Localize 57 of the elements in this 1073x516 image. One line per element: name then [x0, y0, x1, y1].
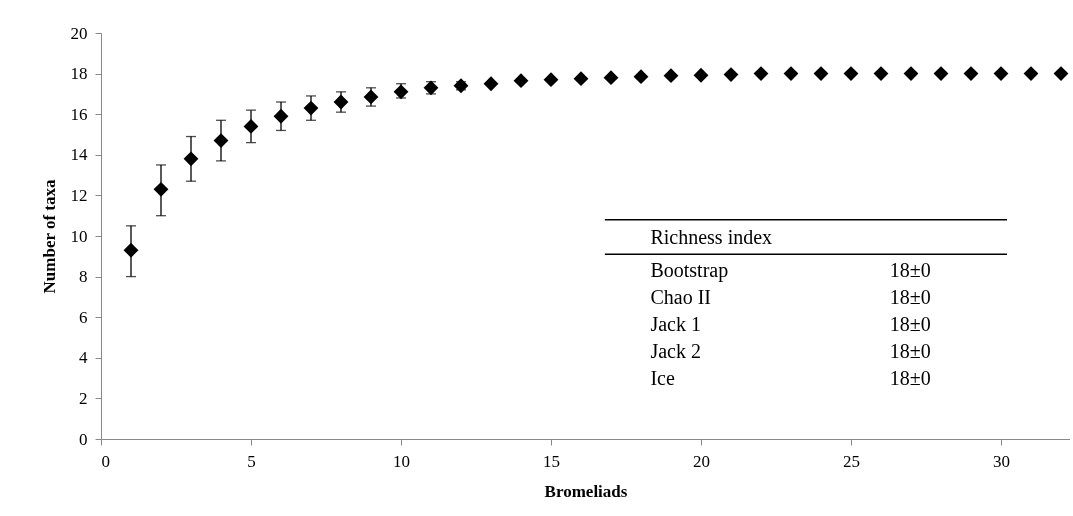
y-tick-label: 10: [70, 226, 88, 246]
annotation: 18±0: [889, 285, 931, 308]
x-axis-title: Bromeliads: [544, 481, 628, 501]
y-tick-label: 4: [79, 348, 88, 368]
point: [273, 108, 289, 124]
y-tick-label: 6: [79, 307, 88, 327]
y-tick-label: 18: [70, 64, 88, 84]
point: [513, 73, 529, 89]
x-tick-label: 15: [543, 451, 560, 471]
point: [183, 151, 199, 167]
annotation: 18±0: [889, 339, 931, 362]
point: [153, 181, 169, 197]
y-tick-label: 14: [70, 145, 88, 165]
point: [783, 66, 799, 82]
annotation: 18±0: [889, 258, 931, 281]
point: [543, 72, 559, 88]
x-tick-label: 20: [693, 451, 710, 471]
point: [933, 66, 949, 82]
y-tick-label: 16: [70, 104, 88, 124]
point: [903, 66, 919, 82]
x-tick-label: 25: [843, 451, 860, 471]
y-tick-label: 2: [79, 388, 88, 408]
y-tick-label: 0: [79, 429, 88, 449]
point: [753, 66, 769, 82]
y-tick-label: 20: [70, 23, 88, 43]
annotation: Bootstrap: [650, 258, 729, 282]
point: [963, 66, 979, 82]
point: [1053, 66, 1069, 82]
y-tick-label: 12: [70, 185, 88, 205]
point: [693, 67, 709, 83]
annotation: Ice: [650, 366, 675, 389]
point: [573, 71, 589, 87]
point: [303, 100, 319, 116]
point: [873, 66, 889, 82]
annotation: 18±0: [889, 312, 931, 335]
y-tick-label: 8: [79, 267, 88, 287]
point: [663, 68, 679, 84]
annotation: 18±0: [889, 366, 931, 389]
annotation: Chao II: [650, 285, 711, 308]
x-tick-label: 0: [101, 451, 110, 471]
point: [813, 66, 829, 82]
annotation: Jack 2: [650, 339, 701, 362]
annotation: Richness index: [650, 226, 773, 249]
point: [243, 118, 259, 134]
point: [603, 70, 619, 86]
point: [723, 67, 739, 83]
x-tick-label: 5: [247, 451, 256, 471]
point: [1023, 66, 1039, 82]
point: [993, 66, 1009, 82]
point: [843, 66, 859, 82]
point: [483, 76, 499, 92]
point: [123, 242, 139, 258]
point: [633, 69, 649, 85]
x-tick-label: 30: [993, 451, 1010, 471]
annotation: Jack 1: [650, 312, 701, 335]
x-tick-label: 10: [393, 451, 410, 471]
y-axis-title: Number of taxa: [39, 179, 59, 294]
